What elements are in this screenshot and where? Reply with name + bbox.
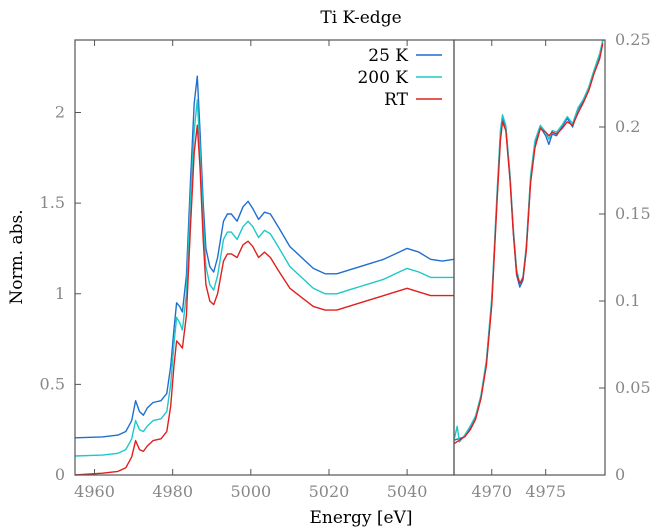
y-tick-label: 0	[615, 465, 625, 484]
series-line-rt	[453, 43, 604, 445]
panel-main-spectrum: 4960 4980 5000 5020 5040 0 0.5 1 1.5 2	[40, 39, 455, 501]
y-tick-label: 0.1	[615, 291, 640, 310]
legend-label: 200 K	[357, 68, 408, 88]
chart-title: Ti K-edge	[320, 8, 401, 28]
y-tick-label: 0.2	[615, 117, 640, 136]
right-panel-series	[453, 39, 604, 445]
panel-pre-edge-zoom: 4970 4975 0 0.05 0.1 0.15 0.2 0.25	[453, 30, 651, 501]
y-tick-label: 0.5	[40, 374, 65, 393]
left-panel-axes: 4960 4980 5000 5020 5040 0 0.5 1 1.5 2	[40, 40, 428, 501]
x-tick-label: 5040	[387, 482, 428, 501]
y-tick-label: 0.25	[615, 30, 651, 49]
left-panel-series	[74, 75, 455, 476]
legend-label: RT	[384, 90, 409, 110]
right-panel-axes: 4970 4975 0 0.05 0.1 0.15 0.2 0.25	[471, 30, 650, 501]
y-tick-label: 0.05	[615, 378, 651, 397]
series-line-rt	[74, 124, 454, 476]
series-line-200-k	[74, 99, 454, 457]
x-tick-label: 4960	[74, 482, 115, 501]
x-tick-label: 5020	[309, 482, 350, 501]
y-tick-label: 0.15	[615, 204, 651, 223]
y-tick-label: 0	[55, 465, 65, 484]
right-panel-frame	[453, 39, 606, 476]
legend-label: 25 K	[368, 46, 408, 66]
y-axis-label: Norm. abs.	[7, 209, 27, 304]
y-tick-label: 2	[55, 103, 65, 122]
x-tick-label: 5000	[230, 482, 271, 501]
y-tick-label: 1.5	[40, 193, 65, 212]
series-line-25-k	[74, 75, 455, 439]
y-tick-label: 1	[55, 284, 65, 303]
series-line-200-k	[453, 39, 604, 443]
x-tick-label: 4975	[525, 482, 566, 501]
x-tick-label: 4970	[471, 482, 512, 501]
series-line-25-k	[453, 39, 604, 441]
x-axis-label: Energy [eV]	[309, 508, 412, 528]
x-tick-label: 4980	[152, 482, 193, 501]
